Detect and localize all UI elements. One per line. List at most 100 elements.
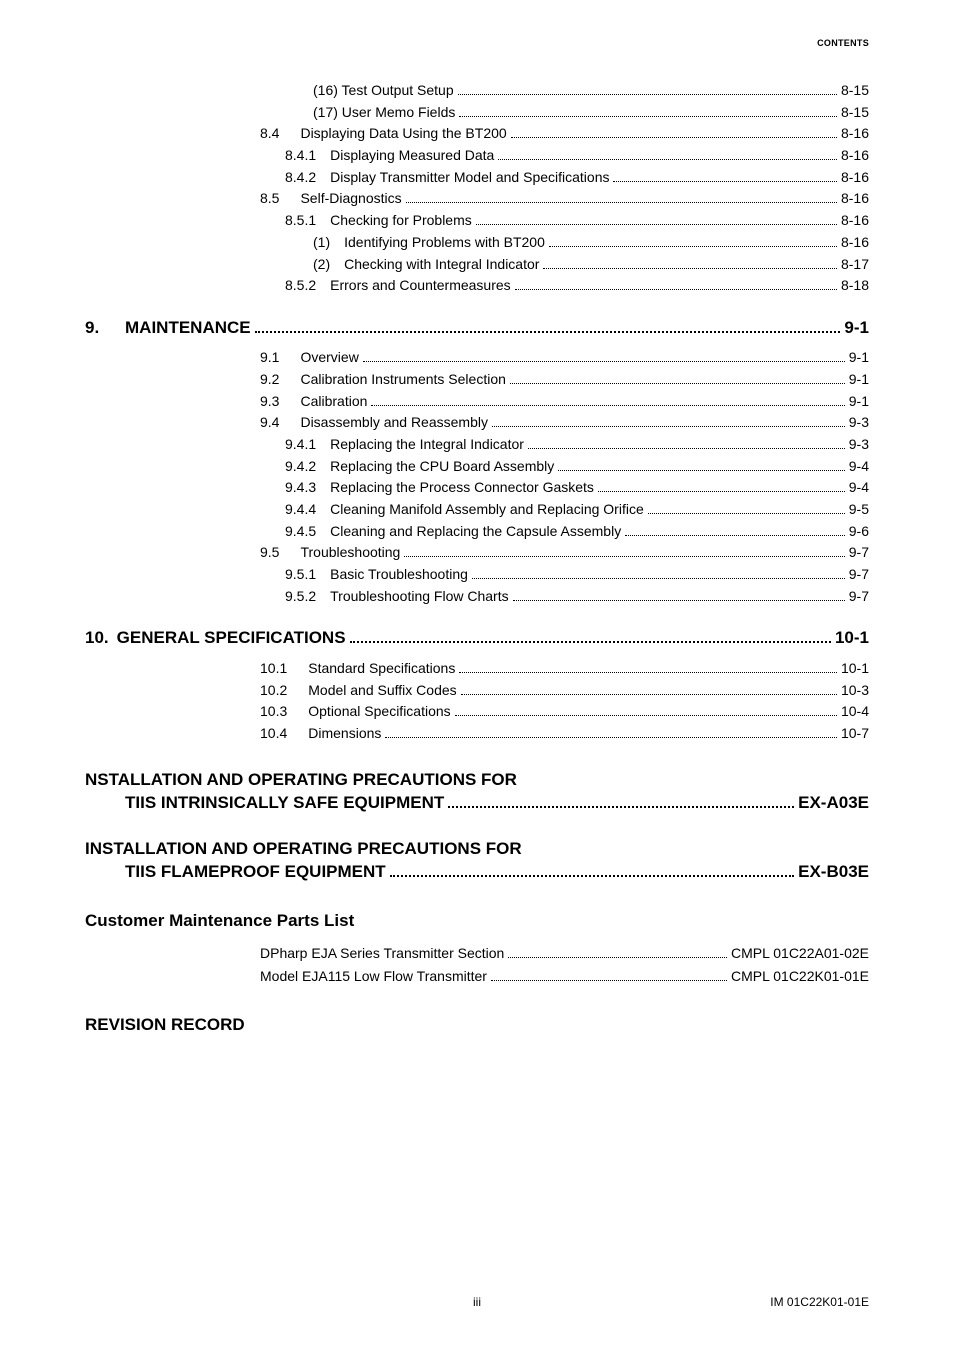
toc-entry-label: 9.4.5 Cleaning and Replacing the Capsule…: [285, 521, 621, 543]
chapter-10-title: GENERAL SPECIFICATIONS: [117, 625, 346, 651]
page: CONTENTS (16) Test Output Setup8-15(17) …: [0, 0, 954, 1351]
leader-dots: [508, 947, 727, 958]
toc-entry: 10.4 Dimensions 10-7: [85, 723, 869, 745]
toc-entry-label: (2) Checking with Integral Indicator: [313, 254, 539, 276]
leader-dots: [448, 794, 794, 808]
toc-entry-label: 9.5.2 Troubleshooting Flow Charts: [285, 586, 509, 608]
toc-entry-label: 10.3 Optional Specifications: [260, 701, 451, 723]
toc-entry-page: 9-4: [849, 456, 869, 478]
toc-entry-label: 8.4 Displaying Data Using the BT200: [260, 123, 507, 145]
leader-dots: [459, 106, 837, 117]
chapter-10-num: 10.: [85, 625, 109, 651]
cmpl-entry-label: Model EJA115 Low Flow Transmitter: [260, 966, 487, 988]
toc-entry-label: 9.4.3 Replacing the Process Connector Ga…: [285, 477, 594, 499]
leader-dots: [350, 630, 831, 644]
toc-entry: 9.1 Overview9-1: [85, 347, 869, 369]
leader-dots: [255, 319, 841, 333]
toc-entry: 10.2 Model and Suffix Codes10-3: [85, 680, 869, 702]
toc-entry-label: 9.2 Calibration Instruments Selection: [260, 369, 506, 391]
toc-entry: 8.4.2 Display Transmitter Model and Spec…: [85, 167, 869, 189]
toc-entry-label: 8.5 Self-Diagnostics: [260, 188, 402, 210]
toc-entry: 9.5.1 Basic Troubleshooting9-7: [85, 564, 869, 586]
chapter-9: 9. MAINTENANCE 9-1: [85, 315, 869, 341]
leader-dots: [492, 416, 845, 427]
leader-dots: [491, 971, 727, 982]
toc-entry-page: 9-5: [849, 499, 869, 521]
leader-dots: [528, 438, 845, 449]
toc-entry: 9.5 Troubleshooting 9-7: [85, 542, 869, 564]
leader-dots: [472, 568, 845, 579]
toc-entry: 9.4.4 Cleaning Manifold Assembly and Rep…: [85, 499, 869, 521]
toc-entry-page: 8-16: [841, 123, 869, 145]
toc-entry-label: 8.4.2 Display Transmitter Model and Spec…: [285, 167, 609, 189]
leader-dots: [510, 373, 845, 384]
section-ex-a-line1: NSTALLATION AND OPERATING PRECAUTIONS FO…: [85, 769, 869, 792]
toc-entry-page: 9-3: [849, 434, 869, 456]
toc-entry-page: 10-4: [841, 701, 869, 723]
leader-dots: [390, 863, 794, 877]
leader-dots: [371, 395, 844, 406]
leader-dots: [461, 684, 837, 695]
chapter-9-num: 9.: [85, 315, 125, 341]
section-ex-a: NSTALLATION AND OPERATING PRECAUTIONS FO…: [85, 769, 869, 815]
leader-dots: [598, 482, 845, 493]
toc-entry: (17) User Memo Fields8-15: [85, 102, 869, 124]
leader-dots: [648, 503, 845, 514]
toc-entry: 9.4.1 Replacing the Integral Indicator 9-…: [85, 434, 869, 456]
page-footer: iii IM 01C22K01-01E: [85, 1295, 869, 1309]
toc-entry-page: 10-7: [841, 723, 869, 745]
leader-dots: [455, 705, 837, 716]
toc-entry: (16) Test Output Setup 8-15: [85, 80, 869, 102]
cmpl-entry: DPharp EJA Series Transmitter Section CMP…: [85, 943, 869, 965]
toc-entry: 8.5 Self-Diagnostics 8-16: [85, 188, 869, 210]
toc-entry-page: 9-4: [849, 477, 869, 499]
leader-dots: [458, 84, 837, 95]
chapter-10-page: 10-1: [835, 625, 869, 651]
cmpl-entry-page: CMPL 01C22A01-02E: [731, 943, 869, 965]
toc-entry-label: 8.5.1 Checking for Problems: [285, 210, 472, 232]
toc-entry-label: (16) Test Output Setup: [313, 80, 454, 102]
toc-entry-page: 8-16: [841, 145, 869, 167]
toc-entry-label: 9.4.1 Replacing the Integral Indicator: [285, 434, 524, 456]
toc-entry-page: 9-7: [849, 542, 869, 564]
toc-entry-page: 9-7: [849, 564, 869, 586]
toc-entry-page: 9-1: [849, 347, 869, 369]
toc-entry-page: 8-16: [841, 167, 869, 189]
toc-entry-label: 9.5 Troubleshooting: [260, 542, 400, 564]
section-ex-b-page: EX-B03E: [798, 861, 869, 884]
cmpl-heading: Customer Maintenance Parts List: [85, 908, 869, 934]
leader-dots: [513, 590, 845, 601]
toc-entry: 9.4.5 Cleaning and Replacing the Capsule…: [85, 521, 869, 543]
toc-entry: 8.5.2 Errors and Countermeasures8-18: [85, 275, 869, 297]
toc-entry-page: 8-15: [841, 80, 869, 102]
toc-entry: 8.5.1 Checking for Problems8-16: [85, 210, 869, 232]
leader-dots: [549, 236, 837, 247]
header-contents: CONTENTS: [817, 38, 869, 48]
leader-dots: [558, 460, 845, 471]
toc-entry-label: 8.4.1 Displaying Measured Data: [285, 145, 494, 167]
toc-entry-label: (1) Identifying Problems with BT200: [313, 232, 545, 254]
toc-entry: 9.3 Calibration9-1: [85, 391, 869, 413]
toc-entry-label: (17) User Memo Fields: [313, 102, 455, 124]
cmpl-entry-page: CMPL 01C22K01-01E: [731, 966, 869, 988]
leader-dots: [459, 662, 837, 673]
toc-entry-label: 10.4 Dimensions: [260, 723, 381, 745]
section-ex-b-line2: TIIS FLAMEPROOF EQUIPMENT: [125, 861, 386, 884]
chapter-9-title: MAINTENANCE: [125, 315, 251, 341]
toc-entry-label: 9.4 Disassembly and Reassembly: [260, 412, 488, 434]
cmpl-entry-label: DPharp EJA Series Transmitter Section: [260, 943, 504, 965]
toc-entry: 10.1 Standard Specifications10-1: [85, 658, 869, 680]
section-ex-b-line1: INSTALLATION AND OPERATING PRECAUTIONS F…: [85, 838, 869, 861]
toc-entry-page: 9-7: [849, 586, 869, 608]
leader-dots: [363, 351, 845, 362]
leader-dots: [406, 193, 837, 204]
toc-content: (16) Test Output Setup8-15(17) User Memo…: [85, 80, 869, 1038]
toc-entry-label: 10.1 Standard Specifications: [260, 658, 455, 680]
toc-entry-page: 8-16: [841, 188, 869, 210]
toc-entry: (2) Checking with Integral Indicator8-17: [85, 254, 869, 276]
footer-page-number: iii: [85, 1295, 869, 1309]
toc-entry-page: 8-18: [841, 275, 869, 297]
leader-dots: [515, 279, 837, 290]
toc-entry-label: 9.4.4 Cleaning Manifold Assembly and Rep…: [285, 499, 644, 521]
toc-entry-label: 9.3 Calibration: [260, 391, 367, 413]
